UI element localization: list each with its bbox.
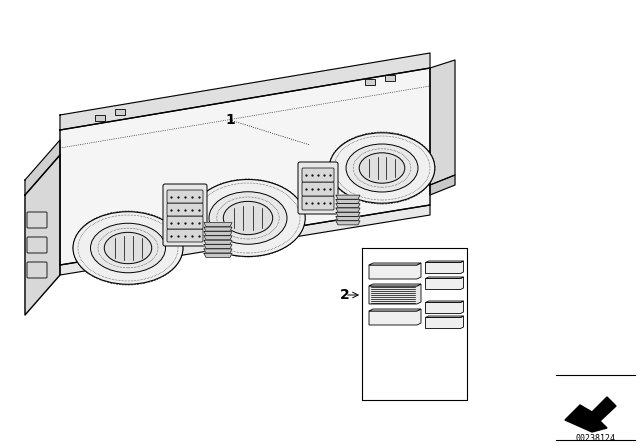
- Polygon shape: [204, 245, 232, 249]
- Polygon shape: [369, 263, 421, 279]
- FancyBboxPatch shape: [163, 184, 207, 246]
- Polygon shape: [426, 316, 463, 318]
- Polygon shape: [25, 140, 60, 195]
- FancyBboxPatch shape: [302, 182, 334, 196]
- Polygon shape: [430, 60, 455, 185]
- Ellipse shape: [223, 201, 273, 235]
- Polygon shape: [565, 397, 616, 432]
- Polygon shape: [369, 309, 421, 325]
- FancyBboxPatch shape: [95, 115, 105, 121]
- Ellipse shape: [359, 153, 405, 183]
- Polygon shape: [60, 68, 430, 265]
- FancyBboxPatch shape: [27, 237, 47, 253]
- Polygon shape: [336, 204, 360, 208]
- Text: 1: 1: [225, 113, 235, 127]
- Polygon shape: [204, 249, 232, 253]
- Polygon shape: [60, 53, 430, 130]
- Ellipse shape: [191, 180, 305, 257]
- Polygon shape: [430, 175, 455, 195]
- Polygon shape: [426, 301, 463, 314]
- Polygon shape: [426, 277, 463, 289]
- Text: 2: 2: [340, 288, 350, 302]
- FancyBboxPatch shape: [167, 229, 203, 242]
- Polygon shape: [204, 236, 232, 240]
- FancyBboxPatch shape: [302, 196, 334, 210]
- FancyBboxPatch shape: [27, 262, 47, 278]
- Ellipse shape: [90, 223, 166, 273]
- FancyBboxPatch shape: [167, 190, 203, 203]
- Polygon shape: [369, 263, 421, 265]
- FancyBboxPatch shape: [302, 168, 334, 182]
- Polygon shape: [60, 205, 430, 275]
- Polygon shape: [426, 301, 463, 302]
- FancyBboxPatch shape: [167, 216, 203, 229]
- Polygon shape: [204, 253, 232, 257]
- FancyBboxPatch shape: [27, 212, 47, 228]
- Polygon shape: [204, 232, 232, 236]
- Polygon shape: [369, 284, 421, 286]
- Ellipse shape: [329, 133, 435, 203]
- Polygon shape: [204, 240, 232, 244]
- FancyBboxPatch shape: [115, 109, 125, 115]
- Ellipse shape: [73, 212, 183, 284]
- Polygon shape: [336, 212, 360, 216]
- Polygon shape: [426, 261, 463, 263]
- Polygon shape: [204, 223, 232, 227]
- Polygon shape: [369, 284, 421, 304]
- FancyBboxPatch shape: [167, 203, 203, 216]
- Polygon shape: [25, 155, 60, 315]
- FancyBboxPatch shape: [365, 79, 375, 85]
- Polygon shape: [426, 316, 463, 328]
- Polygon shape: [336, 195, 360, 199]
- Polygon shape: [426, 261, 463, 273]
- Polygon shape: [336, 199, 360, 203]
- Polygon shape: [204, 227, 232, 231]
- Polygon shape: [336, 208, 360, 212]
- Ellipse shape: [209, 192, 287, 244]
- Ellipse shape: [346, 144, 418, 192]
- Polygon shape: [426, 277, 463, 279]
- Polygon shape: [336, 216, 360, 220]
- FancyBboxPatch shape: [298, 162, 338, 214]
- FancyBboxPatch shape: [385, 75, 395, 81]
- Polygon shape: [336, 221, 360, 225]
- Polygon shape: [369, 309, 421, 311]
- Text: 00238124: 00238124: [575, 434, 616, 443]
- Ellipse shape: [104, 233, 152, 264]
